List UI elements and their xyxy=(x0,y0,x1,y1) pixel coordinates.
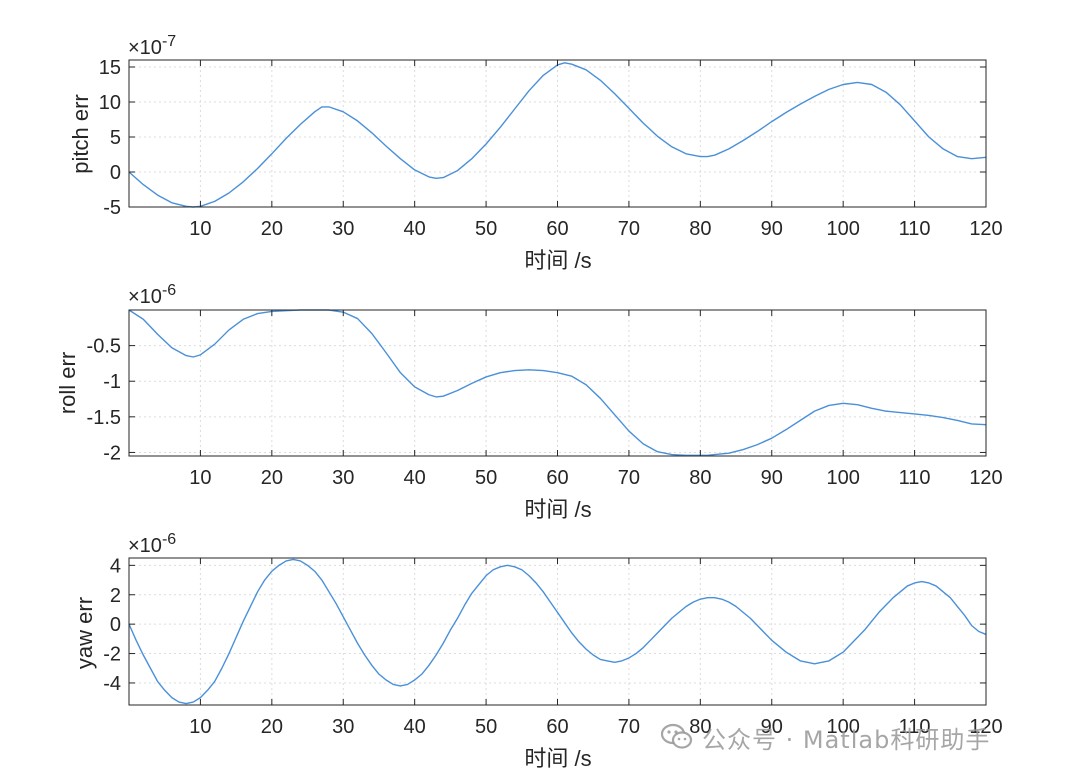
y-tick-label: 5 xyxy=(110,127,121,149)
subplot-roll: roll err 时间 /s ×10-6 10 20 30 40 50 60 70 80 90 1… xyxy=(55,282,1003,522)
x-tick-label: 80 xyxy=(689,467,711,489)
x-tick-label: 100 xyxy=(826,467,859,489)
y-axis-label: yaw err xyxy=(72,597,97,669)
y-tick-label: -2 xyxy=(103,442,121,464)
x-axis-label: 时间 /s xyxy=(524,248,591,273)
x-tick-label: 10 xyxy=(189,218,211,240)
x-tick-label: 70 xyxy=(618,716,640,738)
x-tick-label: 50 xyxy=(475,218,497,240)
x-tick-label: 20 xyxy=(261,467,283,489)
x-tick-label: 110 xyxy=(899,467,931,489)
x-tick-label: 60 xyxy=(546,218,568,240)
x-axis-label: 时间 /s xyxy=(524,746,591,771)
y-tick-label: 2 xyxy=(110,585,121,607)
x-tick-label: 70 xyxy=(618,467,640,489)
y-tick-label: -2 xyxy=(103,644,121,666)
y-tick-label: -4 xyxy=(103,673,121,695)
x-tick-label: 120 xyxy=(969,716,1002,738)
y-tick-label: -5 xyxy=(103,197,121,219)
x-tick-label: 30 xyxy=(332,716,354,738)
y-tick-label: 0 xyxy=(110,614,121,636)
series-line xyxy=(128,309,987,456)
watermark-text: 公众号 · Matlab科研助手 xyxy=(702,725,991,754)
subplot-pitch: pitch err 时间 /s ×10-7 10 20 30 40 50 60 70 80 90… xyxy=(68,33,1003,273)
y-tick-label: 10 xyxy=(99,92,121,114)
y-tick-label: 0 xyxy=(110,162,121,184)
x-tick-label: 40 xyxy=(404,218,426,240)
x-tick-label: 120 xyxy=(969,218,1002,240)
x-tick-label: 30 xyxy=(332,218,354,240)
x-tick-label: 90 xyxy=(761,218,783,240)
x-tick-label: 30 xyxy=(332,467,354,489)
x-tick-label: 90 xyxy=(761,467,783,489)
x-tick-label: 60 xyxy=(546,467,568,489)
wechat-icon xyxy=(660,723,693,749)
exponent-label: ×10-7 xyxy=(128,33,176,59)
y-axis-label: roll err xyxy=(55,352,80,414)
x-tick-label: 60 xyxy=(546,716,568,738)
x-tick-label: 100 xyxy=(826,716,859,738)
x-tick-label: 120 xyxy=(969,467,1002,489)
x-tick-label: 50 xyxy=(475,716,497,738)
exponent-label: ×10-6 xyxy=(128,282,176,308)
x-tick-label: 80 xyxy=(689,716,711,738)
subplot-yaw: yaw err 时间 /s ×10-6 10 20 30 40 50 60 70 80 90 10… xyxy=(72,531,1003,771)
x-tick-label: 40 xyxy=(404,716,426,738)
y-axis-label: pitch err xyxy=(68,94,93,173)
y-tick-label: 15 xyxy=(99,57,121,79)
x-tick-label: 70 xyxy=(618,218,640,240)
x-tick-label: 20 xyxy=(261,716,283,738)
y-tick-label: -0.5 xyxy=(87,336,121,358)
y-tick-label: -1.5 xyxy=(87,407,121,429)
x-tick-label: 80 xyxy=(689,218,711,240)
exponent-label: ×10-6 xyxy=(128,531,176,557)
plot-area xyxy=(129,558,986,705)
series-line xyxy=(128,62,987,208)
y-tick-label: 4 xyxy=(110,555,121,577)
y-tick-label: -1 xyxy=(103,371,121,393)
series-line xyxy=(128,558,987,705)
x-tick-label: 40 xyxy=(404,467,426,489)
x-tick-label: 50 xyxy=(475,467,497,489)
x-tick-label: 100 xyxy=(826,218,859,240)
watermark: 公众号 · Matlab科研助手 xyxy=(660,717,990,757)
x-axis-label: 时间 /s xyxy=(524,497,591,522)
x-tick-label: 90 xyxy=(761,716,783,738)
x-tick-label: 20 xyxy=(261,218,283,240)
x-tick-label: 10 xyxy=(189,467,211,489)
x-tick-label: 110 xyxy=(899,218,931,240)
x-tick-label: 10 xyxy=(189,716,211,738)
x-tick-label: 110 xyxy=(899,716,931,738)
